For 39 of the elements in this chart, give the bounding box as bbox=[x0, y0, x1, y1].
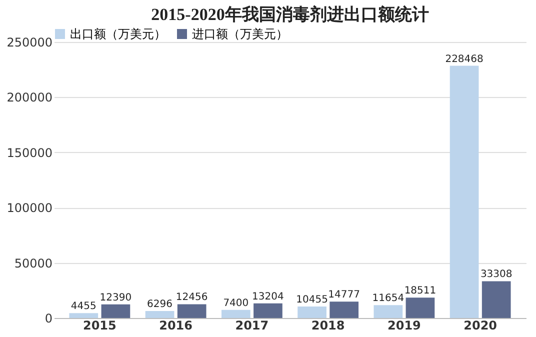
x-tick-label: 2020 bbox=[464, 318, 498, 332]
bar bbox=[450, 66, 479, 318]
y-tick-label: 100000 bbox=[6, 201, 52, 216]
bar bbox=[177, 304, 206, 318]
y-tick-label: 50000 bbox=[14, 256, 52, 270]
bar bbox=[298, 306, 326, 318]
bar bbox=[69, 313, 98, 318]
legend-label: 进口额（万美元） bbox=[192, 27, 288, 41]
bar bbox=[330, 302, 359, 318]
data-label: 4455 bbox=[70, 301, 96, 312]
data-label: 10455 bbox=[296, 294, 328, 306]
x-tick-label: 2015 bbox=[82, 318, 116, 332]
data-label: 14777 bbox=[328, 290, 360, 301]
x-tick-label: 2018 bbox=[311, 318, 345, 332]
data-label: 228468 bbox=[445, 54, 484, 65]
data-label: 18511 bbox=[404, 286, 436, 297]
bar bbox=[406, 298, 435, 318]
bar bbox=[101, 304, 130, 318]
bar bbox=[374, 305, 403, 318]
x-tick-label: 2019 bbox=[387, 318, 421, 332]
bar bbox=[221, 310, 250, 318]
chart-title: 2015-2020年我国消毒剂进出口额统计 bbox=[151, 5, 429, 24]
y-tick-label: 0 bbox=[44, 312, 52, 326]
data-label: 33308 bbox=[480, 269, 512, 280]
legend-label: 出口额（万美元） bbox=[70, 27, 166, 41]
y-tick-label: 250000 bbox=[6, 36, 52, 50]
data-label: 13204 bbox=[252, 291, 284, 302]
data-label: 11654 bbox=[372, 293, 404, 304]
x-tick-label: 2016 bbox=[159, 318, 193, 332]
data-label: 7400 bbox=[223, 298, 249, 309]
bar bbox=[482, 281, 511, 318]
y-tick-label: 200000 bbox=[6, 90, 52, 105]
data-label: 12456 bbox=[176, 292, 208, 304]
y-tick-label: 150000 bbox=[6, 146, 52, 160]
data-label: 6296 bbox=[147, 299, 173, 310]
bar bbox=[254, 303, 282, 318]
bar bbox=[145, 311, 174, 318]
x-tick-label: 2017 bbox=[235, 318, 269, 332]
data-label: 12390 bbox=[100, 292, 132, 304]
